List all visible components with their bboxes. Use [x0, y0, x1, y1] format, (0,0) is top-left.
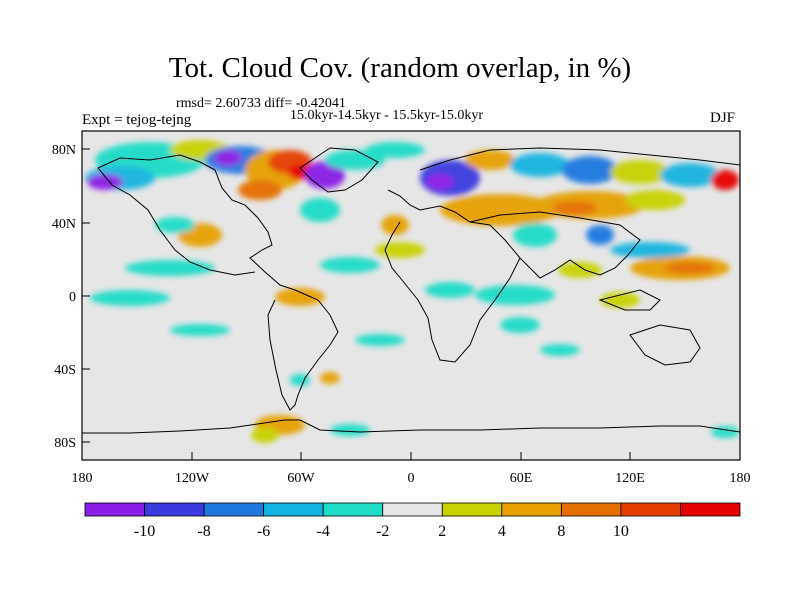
- colorbar-swatch: [382, 502, 443, 517]
- period-line: 15.0kyr-14.5kyr - 15.5kyr-15.0kyr: [290, 108, 484, 123]
- colorbar-label: -8: [197, 523, 210, 540]
- lon-label-60w: 60W: [287, 471, 315, 486]
- colorbar-label: -2: [376, 523, 389, 540]
- lon-label-120e: 120E: [615, 471, 645, 486]
- stats-line: rmsd= 2.60733 diff= -0.42041: [176, 96, 346, 111]
- colorbar-labels: -10 -8 -6 -4 -2 2 4 8 10: [134, 523, 629, 540]
- season-label: DJF: [710, 110, 736, 126]
- colorbar-label: 4: [498, 523, 506, 540]
- colorbar: [84, 502, 741, 517]
- colorbar-label: 10: [613, 523, 629, 540]
- lon-label-180w: 180: [72, 471, 93, 486]
- colorbar-swatch: [322, 502, 384, 517]
- lon-label-120w: 120W: [175, 471, 210, 486]
- colorbar-label: 8: [557, 523, 565, 540]
- anomaly-field: [85, 140, 739, 443]
- lat-label-80s: 80S: [54, 436, 76, 451]
- colorbar-swatch: [680, 502, 741, 517]
- plot-title: Tot. Cloud Cov. (random overlap, in %): [168, 52, 632, 84]
- colorbar-label: 2: [438, 523, 446, 540]
- coastlines: [82, 147, 740, 434]
- lon-label-0: 0: [408, 471, 415, 486]
- lat-label-40s: 40S: [54, 363, 76, 378]
- lon-label-180e: 180: [730, 471, 751, 486]
- colorbar-label: -4: [317, 523, 330, 540]
- colorbar-swatch: [620, 502, 681, 517]
- colorbar-swatch: [501, 502, 562, 517]
- colorbar-label: -6: [257, 523, 270, 540]
- lat-label-80n: 80N: [52, 143, 76, 158]
- lon-label-60e: 60E: [510, 471, 533, 486]
- lat-label-40n: 40N: [52, 217, 76, 232]
- axis-ticks: [82, 148, 631, 460]
- colorbar-swatch: [441, 502, 503, 517]
- colorbar-swatch: [203, 502, 265, 517]
- lat-label-equator: 0: [69, 290, 76, 305]
- colorbar-swatch: [84, 502, 145, 517]
- experiment-line: Expt = tejog-tejng: [82, 112, 192, 128]
- colorbar-swatch: [263, 502, 324, 517]
- colorbar-label: -10: [134, 523, 155, 540]
- colorbar-swatch: [144, 502, 205, 517]
- colorbar-swatch: [560, 502, 622, 517]
